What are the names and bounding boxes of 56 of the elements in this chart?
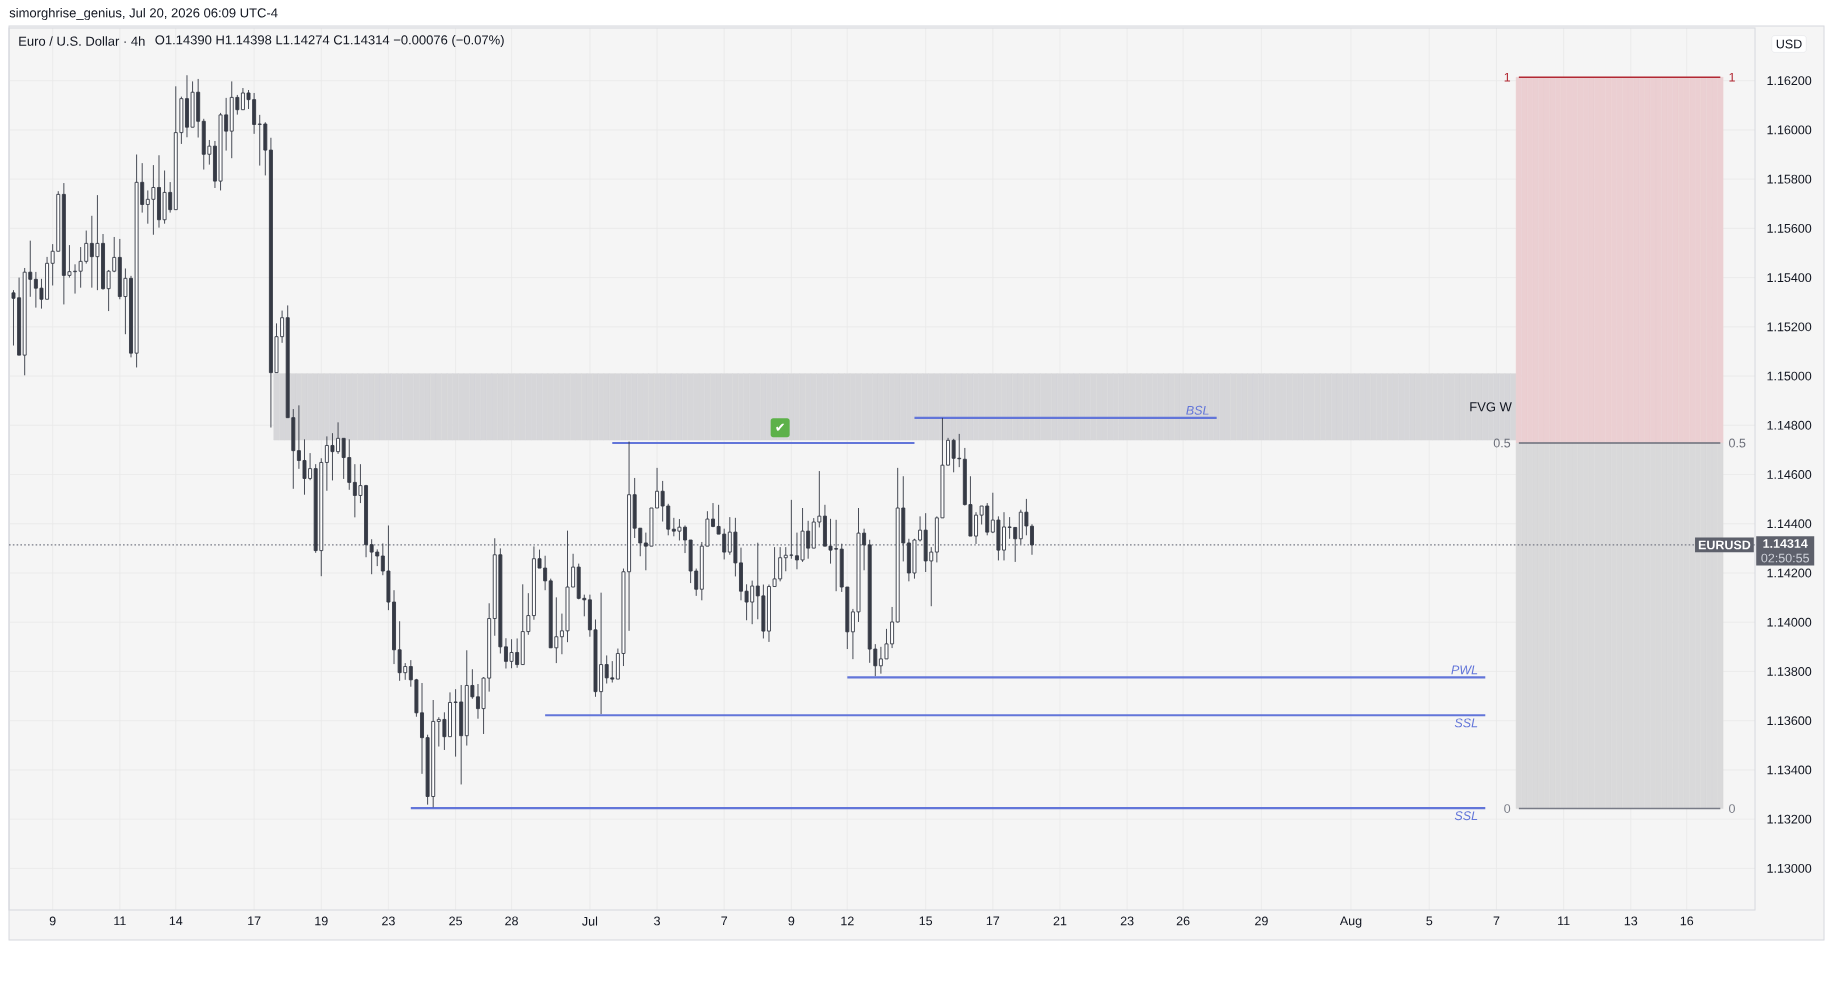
x-tick-label: 28 [505, 916, 518, 926]
y-tick-label: 1.14800 [1767, 420, 1812, 430]
x-tick-label: 17 [248, 916, 261, 926]
y-tick-label: 1.13400 [1767, 765, 1812, 775]
series-label: 0 [1504, 804, 1511, 813]
y-tick-label: 1.15000 [1767, 371, 1812, 381]
x-tick-label: 23 [1120, 916, 1134, 926]
x-tick-label: 3 [654, 916, 660, 926]
x-tick-label: 17 [986, 916, 1000, 926]
y-tick-label: 1.13600 [1767, 716, 1812, 726]
x-tick-label: Jul [582, 916, 598, 926]
y-tick-label: 1.13200 [1767, 814, 1812, 824]
x-tick-label: 7 [721, 916, 728, 926]
x-tick-label: 7 [1493, 916, 1500, 926]
x-tick-label: 9 [788, 916, 795, 926]
x-tick-label: 5 [1426, 916, 1433, 926]
x-tick-label: 11 [1558, 916, 1570, 926]
x-tick-label: 15 [919, 916, 933, 926]
y-axis-title: USD [1776, 39, 1802, 49]
x-tick-label: 11 [114, 916, 126, 926]
series-label: SSL [1454, 811, 1478, 821]
text: 02:50:55 [1761, 553, 1810, 563]
x-tick-label: 21 [1053, 916, 1067, 926]
y-tick-label: 1.14400 [1767, 519, 1812, 529]
x-tick-label: Aug [1339, 916, 1362, 928]
y-tick-label: 1.15800 [1767, 174, 1812, 184]
y-tick-label: 1.16200 [1767, 76, 1812, 86]
text: O1.14390 H1.14398 L1.14274 C1.14314 −0.00076 (−0.07%) [155, 34, 504, 48]
x-tick-label: 12 [841, 916, 854, 926]
series-label: SSL [1454, 718, 1478, 728]
y-tick-label: 1.15600 [1767, 223, 1812, 233]
y-tick-label: 1.14600 [1767, 470, 1812, 479]
y-tick-label: 1.15200 [1767, 322, 1812, 332]
y-tick-label: 1.16000 [1767, 125, 1812, 135]
x-tick-label: 19 [315, 916, 328, 926]
y-tick-label: 1.14000 [1767, 617, 1812, 627]
text: simorghrise_genius, Jul 20, 2026 06:09 UTC-4 [9, 7, 278, 21]
series-label: 0.5 [1729, 438, 1746, 448]
x-tick-label: 14 [169, 916, 183, 926]
text: 1.14314 [1763, 539, 1808, 548]
series-label: PWL [1451, 665, 1478, 675]
y-tick-label: 1.15400 [1767, 273, 1812, 283]
x-tick-label: 26 [1176, 916, 1190, 926]
text: 0 [1729, 804, 1735, 813]
text: Euro / U.S. Dollar · 4h [19, 36, 145, 46]
x-tick-label: 25 [449, 916, 463, 926]
y-tick-label: 1.13000 [1767, 863, 1812, 873]
series-label: 1 [1504, 72, 1511, 82]
x-tick-label: 16 [1680, 916, 1694, 926]
x-tick-label: 23 [382, 916, 395, 926]
x-tick-label: 29 [1255, 916, 1268, 926]
x-tick-label: 13 [1624, 916, 1638, 926]
y-tick-label: 1.14200 [1767, 568, 1812, 578]
y-tick-label: 1.13800 [1767, 667, 1812, 676]
text: 1 [1729, 72, 1735, 82]
x-tick-label: 9 [49, 916, 56, 926]
